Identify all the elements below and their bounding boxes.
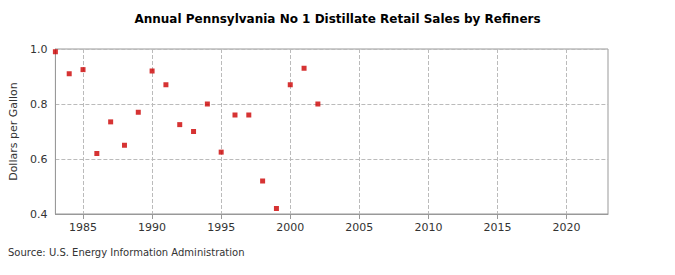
- svg-text:0.6: 0.6: [30, 153, 48, 166]
- svg-text:2020: 2020: [553, 221, 581, 234]
- svg-text:Dollars per Gallon: Dollars per Gallon: [7, 82, 20, 181]
- svg-text:1.0: 1.0: [30, 43, 48, 56]
- svg-text:2010: 2010: [414, 221, 442, 234]
- svg-text:1990: 1990: [138, 221, 166, 234]
- svg-text:Source: U.S. Energy Informatio: Source: U.S. Energy Information Administ…: [8, 247, 245, 258]
- svg-text:1985: 1985: [69, 221, 97, 234]
- svg-text:0.8: 0.8: [30, 98, 48, 111]
- svg-text:2000: 2000: [276, 221, 304, 234]
- svg-text:0.4: 0.4: [30, 208, 48, 221]
- svg-text:2005: 2005: [345, 221, 373, 234]
- svg-text:1995: 1995: [207, 221, 235, 234]
- svg-text:Annual Pennsylvania No 1 Disti: Annual Pennsylvania No 1 Distillate Reta…: [134, 12, 540, 26]
- svg-text:2015: 2015: [483, 221, 511, 234]
